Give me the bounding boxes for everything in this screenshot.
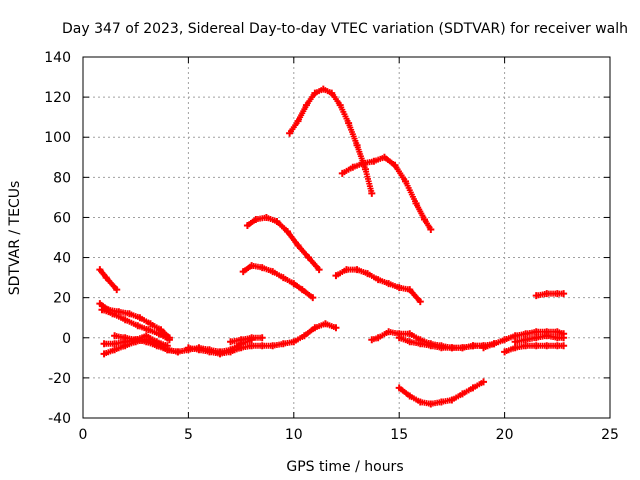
data-point bbox=[560, 290, 568, 298]
axis-ticks: 0 5 10 15 20 25 -40 -20 0 20 40 60 80 100 120 140 bbox=[44, 50, 619, 443]
y-tick-label: 40 bbox=[53, 251, 71, 267]
data-point bbox=[427, 225, 435, 233]
data-point bbox=[309, 294, 317, 302]
series-track-10 bbox=[243, 213, 323, 274]
y-tick-label: 20 bbox=[53, 291, 71, 307]
data-series bbox=[96, 85, 568, 408]
series-track-13 bbox=[338, 153, 435, 233]
data-point bbox=[163, 342, 171, 350]
series-track-19 bbox=[511, 332, 568, 346]
data-point bbox=[165, 336, 173, 344]
y-tick-label: -40 bbox=[48, 411, 71, 427]
data-point bbox=[368, 189, 376, 197]
chart-title: Day 347 of 2023, Sidereal Day-to-day VTE… bbox=[62, 21, 628, 37]
data-point bbox=[315, 266, 323, 274]
y-tick-label: 80 bbox=[53, 170, 71, 186]
y-tick-label: 60 bbox=[53, 210, 71, 226]
x-tick-label: 5 bbox=[184, 427, 193, 443]
x-tick-label: 25 bbox=[601, 427, 619, 443]
series-track-3 bbox=[98, 306, 173, 344]
y-tick-label: 120 bbox=[44, 90, 71, 106]
series-track-12 bbox=[332, 266, 424, 306]
series-track-18 bbox=[501, 342, 568, 356]
x-tick-label: 15 bbox=[390, 427, 408, 443]
data-point bbox=[560, 342, 568, 350]
series-track-11 bbox=[286, 85, 376, 197]
data-point bbox=[560, 334, 568, 342]
x-axis-title: GPS time / hours bbox=[286, 459, 403, 475]
data-point bbox=[174, 348, 182, 356]
x-tick-label: 20 bbox=[496, 427, 514, 443]
series-track-9 bbox=[239, 262, 317, 302]
y-tick-label: 100 bbox=[44, 130, 71, 146]
x-tick-label: 10 bbox=[285, 427, 303, 443]
data-point bbox=[480, 378, 488, 386]
x-tick-label: 0 bbox=[79, 427, 88, 443]
data-point bbox=[258, 334, 266, 342]
series-track-8 bbox=[227, 334, 266, 346]
data-point bbox=[416, 298, 424, 306]
data-point bbox=[113, 286, 121, 294]
series-track-1 bbox=[96, 266, 121, 294]
y-tick-label: 0 bbox=[62, 331, 71, 347]
series-track-16 bbox=[395, 334, 488, 352]
y-tick-label: 140 bbox=[44, 50, 71, 66]
grid-lines bbox=[83, 57, 610, 418]
plot-frame bbox=[82, 56, 611, 419]
y-tick-label: -20 bbox=[48, 371, 71, 387]
data-point bbox=[332, 324, 340, 332]
series-track-6 bbox=[111, 332, 171, 350]
series-track-7 bbox=[184, 320, 340, 358]
series-track-20 bbox=[532, 290, 568, 300]
series-track-15 bbox=[395, 378, 488, 408]
y-axis-title: SDTVAR / TECUs bbox=[7, 181, 23, 296]
